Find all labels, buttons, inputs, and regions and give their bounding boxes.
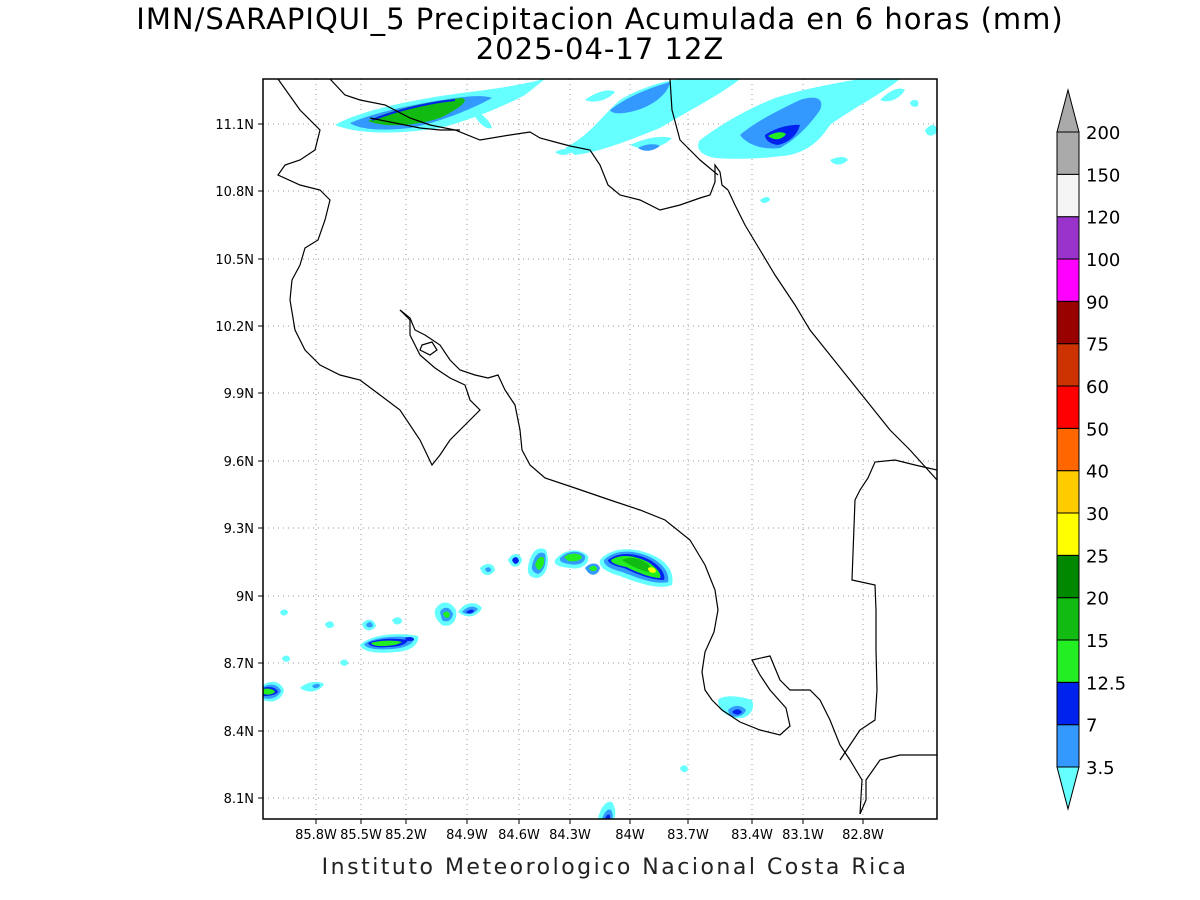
lon-tick-label: 85.8W	[295, 828, 337, 843]
colorbar-label: 60	[1086, 377, 1109, 398]
colorbar-segment	[1056, 258, 1080, 302]
colorbar-segment	[1056, 427, 1080, 472]
lat-tick-label: 11.1N	[215, 118, 254, 133]
colorbar-label: 20	[1086, 589, 1109, 610]
colorbar-label: 50	[1086, 419, 1109, 440]
lat-tick-label: 10.5N	[215, 253, 254, 268]
lon-tick-label: 84W	[615, 828, 645, 843]
footer-credit: Instituto Meteorologico Nacional Costa R…	[321, 855, 909, 880]
colorbar: 3.5 7 12.5 15 20 25 30 40 50 60 75 90 100 120 150 200	[1056, 88, 1126, 811]
lat-tick-label: 9.9N	[224, 387, 254, 402]
colorbar-segment	[1056, 512, 1080, 556]
colorbar-segment	[1056, 597, 1080, 641]
grid-lines	[263, 79, 937, 819]
lon-tick-label: 85.5W	[340, 828, 382, 843]
colorbar-label: 25	[1086, 546, 1109, 567]
coastlines	[277, 79, 937, 815]
lat-tick-label: 9.6N	[224, 455, 254, 470]
lon-tick-label: 83.1W	[782, 828, 824, 843]
colorbar-upper-triangle	[1056, 88, 1080, 133]
lat-tick-label: 10.8N	[215, 185, 254, 200]
colorbar-lower-triangle	[1056, 766, 1080, 811]
lon-tick-label: 84.3W	[549, 828, 591, 843]
colorbar-label: 100	[1086, 250, 1120, 271]
lat-tick-label: 9N	[236, 590, 254, 605]
colorbar-segment	[1056, 131, 1080, 175]
map-title: IMN/SARAPIQUI_5 Precipitacion Acumulada …	[136, 2, 1064, 36]
colorbar-segment	[1056, 470, 1080, 514]
colorbar-segment	[1056, 681, 1080, 726]
map-date: 2025-04-17 12Z	[475, 32, 725, 66]
colorbar-segment	[1056, 385, 1080, 429]
colorbar-label: 7	[1086, 716, 1097, 737]
precip-overlay	[263, 79, 937, 819]
lat-tick-label: 8.1N	[224, 792, 254, 807]
colorbar-label: 200	[1086, 123, 1120, 144]
latitude-axis: 11.1N 10.8N 10.5N 10.2N 9.9N 9.6N 9.3N 9N 8.7N 8.…	[215, 118, 263, 807]
colorbar-label: 3.5	[1086, 758, 1115, 779]
lon-tick-label: 83.4W	[731, 828, 773, 843]
lon-tick-label: 84.9W	[446, 828, 488, 843]
colorbar-label: 40	[1086, 462, 1109, 483]
lat-tick-label: 8.4N	[224, 725, 254, 740]
colorbar-label: 30	[1086, 504, 1109, 525]
lon-tick-label: 82.8W	[842, 828, 884, 843]
plot-frame	[262, 78, 938, 820]
lat-tick-label: 10.2N	[215, 320, 254, 335]
longitude-axis: 85.8W 85.5W 85.2W 84.9W 84.6W 84.3W 84W 83.7W 83…	[295, 819, 884, 843]
colorbar-segment	[1056, 724, 1080, 768]
colorbar-label: 12.5	[1086, 673, 1126, 694]
colorbar-label: 75	[1086, 335, 1109, 356]
colorbar-segment	[1056, 173, 1080, 218]
lon-tick-label: 84.6W	[498, 828, 540, 843]
colorbar-label: 90	[1086, 292, 1109, 313]
colorbar-label: 15	[1086, 631, 1109, 652]
colorbar-segment	[1056, 554, 1080, 599]
lat-tick-label: 9.3N	[224, 522, 254, 537]
colorbar-segment	[1056, 639, 1080, 683]
lat-tick-label: 8.7N	[224, 657, 254, 672]
colorbar-segment	[1056, 343, 1080, 387]
colorbar-label: 150	[1086, 165, 1120, 186]
colorbar-segment	[1056, 216, 1080, 260]
colorbar-label: 120	[1086, 208, 1120, 229]
lon-tick-label: 85.2W	[385, 828, 427, 843]
colorbar-segment	[1056, 300, 1080, 345]
lon-tick-label: 83.7W	[667, 828, 709, 843]
